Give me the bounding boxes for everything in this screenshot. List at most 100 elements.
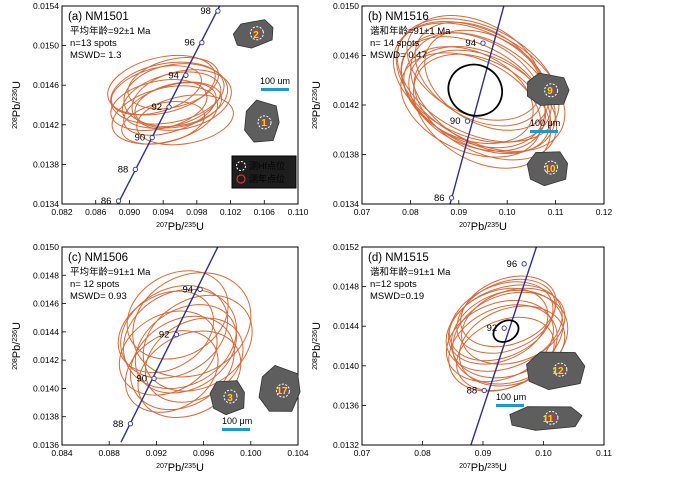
hf-spot [544, 83, 559, 98]
age-label: 92 [487, 323, 498, 334]
y-tick-label: 0.0134 [33, 199, 59, 209]
age-marker [199, 39, 205, 46]
y-tick-label: 0.0150 [33, 41, 59, 51]
y-axis-label: 208Pb/236U [311, 322, 323, 370]
error-ellipse [134, 81, 223, 129]
age-marker [215, 8, 221, 14]
y-tick-label: 0.0146 [33, 80, 59, 90]
age-marker [448, 195, 455, 201]
x-tick-label: 0.086 [85, 207, 107, 217]
x-tick-label: 0.07 [354, 448, 371, 458]
error-ellipse [452, 291, 569, 385]
error-ellipse [136, 94, 234, 146]
error-ellipse [448, 304, 558, 392]
error-ellipse [460, 275, 557, 348]
error-ellipse [123, 63, 229, 127]
y-tick-label: 0.0138 [33, 412, 59, 422]
x-tick-label: 0.09 [451, 207, 468, 217]
error-ellipse [412, 53, 552, 169]
error-ellipse [129, 315, 235, 411]
error-ellipse [110, 65, 202, 116]
age-spot [253, 29, 261, 37]
error-ellipse [445, 284, 563, 372]
age-marker [166, 104, 172, 110]
error-ellipse [124, 330, 219, 413]
x-tick-label: 0.110 [288, 207, 309, 217]
grain-number: 17 [276, 386, 288, 397]
error-ellipse [122, 288, 238, 390]
age-spot [547, 414, 555, 422]
x-tick-label: 0.12 [596, 207, 613, 217]
grain-number: 12 [552, 366, 564, 377]
age-marker [197, 286, 203, 293]
x-axis-label: 207Pb/235U [459, 221, 507, 233]
scale-bar-label: 100 μm [530, 118, 560, 128]
age-label: 86 [434, 193, 445, 204]
zircon-grain [209, 380, 245, 416]
age-label: 96 [507, 259, 518, 270]
zircon-grain [244, 99, 280, 143]
error-ellipse [458, 305, 566, 387]
error-ellipse [400, 52, 542, 158]
panel-title: (a) NM1501 [68, 11, 129, 23]
x-tick-label: 0.088 [99, 448, 121, 458]
plot-area [445, 247, 569, 445]
error-ellipse [117, 290, 214, 374]
y-tick-label: 0.0138 [33, 159, 59, 169]
age-marker [501, 325, 507, 331]
error-ellipse [424, 29, 550, 131]
x-tick-label: 0.08 [414, 448, 431, 458]
x-tick-label: 0.100 [240, 448, 262, 458]
grain-shape [232, 19, 274, 49]
y-tick-label: 0.0146 [333, 51, 359, 61]
scale-bar [222, 428, 250, 431]
y-tick-label: 0.0140 [333, 361, 359, 371]
plot-frame [61, 5, 299, 205]
zircon-grain [509, 406, 583, 431]
legend-hf-label: 测Hf点位 [249, 160, 285, 171]
scale-bar [261, 88, 289, 91]
concordia-curve [120, 247, 219, 443]
age-spot [556, 366, 564, 374]
x-tick-label: 0.09 [475, 448, 492, 458]
scale-bar [496, 404, 524, 407]
grain-number: 9 [547, 86, 553, 97]
x-tick-label: 0.10 [499, 207, 516, 217]
age-label: 92 [159, 330, 170, 341]
age-label: 92 [151, 102, 162, 113]
error-ellipse [110, 61, 225, 125]
error-ellipse [126, 270, 229, 360]
stats-line: 谐和年龄=91±1 Ma [370, 266, 451, 278]
zircon-grain [526, 151, 568, 187]
grain-number: 1 [261, 118, 267, 129]
stats-line: 平均年龄=91±1 Ma [70, 266, 151, 278]
scale-bar-label: 100 μm [222, 416, 252, 426]
y-tick-label: 0.0148 [33, 270, 59, 280]
age-spot [227, 393, 235, 401]
x-tick-label: 0.094 [153, 207, 175, 217]
x-tick-label: 0.08 [402, 207, 419, 217]
panel-title: (d) NM1515 [368, 252, 429, 264]
age-marker [149, 135, 155, 141]
y-tick-label: 0.0138 [333, 150, 359, 160]
x-tick-label: 0.084 [51, 448, 73, 458]
concordia-curve [117, 6, 221, 204]
stats-line: MSWD= 0.47 [370, 50, 427, 61]
stats-line: MSWD= 0.93 [70, 291, 127, 302]
y-tick-label: 0.0142 [33, 355, 59, 365]
stats-line: n= 14 spots [370, 38, 420, 49]
error-ellipse [400, 36, 551, 155]
panel-c: 88 90 92 94 0.084 0.088 0.092 0.096 0.100 0.104 0.… [11, 242, 309, 474]
x-tick-label: 0.090 [119, 207, 141, 217]
y-tick-label: 0.0152 [333, 242, 359, 252]
y-tick-label: 0.0150 [333, 1, 359, 11]
age-label: 94 [182, 284, 193, 295]
error-ellipse [456, 316, 555, 391]
error-ellipse [123, 82, 217, 136]
age-marker [464, 118, 471, 124]
zircon-grain [527, 72, 570, 106]
zircon-grain [258, 364, 301, 412]
y-tick-label: 0.0144 [333, 321, 359, 331]
grain-number: 3 [227, 393, 233, 404]
